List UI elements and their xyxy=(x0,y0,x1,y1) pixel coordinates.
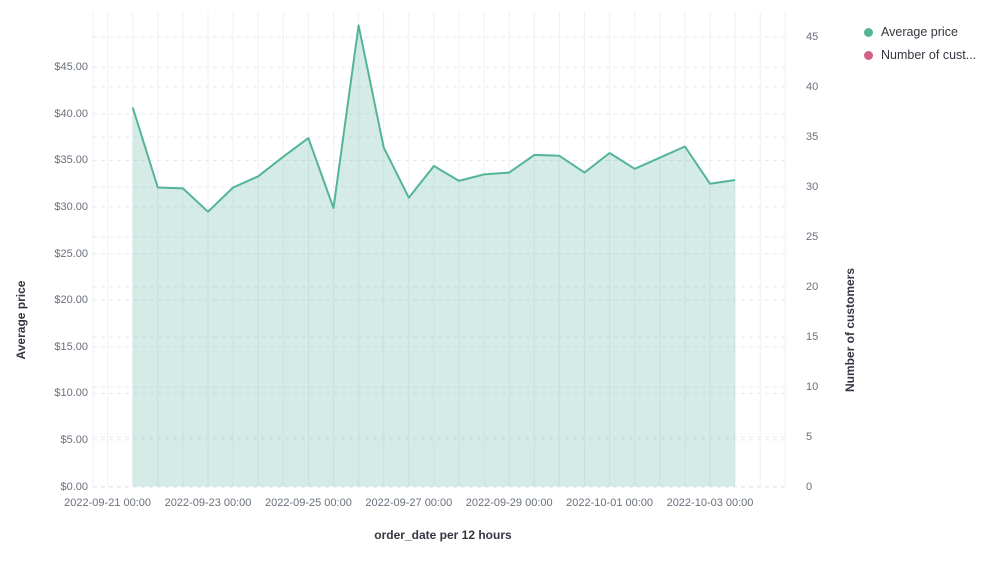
y-left-tick-label: $40.00 xyxy=(54,107,88,120)
x-tick-label: 2022-09-23 00:00 xyxy=(164,497,252,509)
y-left-tick-label: $0.00 xyxy=(60,480,88,493)
y-right-tick-label: 35 xyxy=(806,131,819,143)
y-axis-right-title: Number of customers xyxy=(843,267,857,393)
y-axis-left-title: Average price xyxy=(14,280,28,360)
y-right-tick-label: 20 xyxy=(806,281,819,293)
x-tick-label: 2022-09-21 00:00 xyxy=(64,497,152,509)
y-right-tick-label: 45 xyxy=(806,31,819,43)
y-right-tick-label: 10 xyxy=(806,381,819,393)
y-right-tick-label: 5 xyxy=(806,431,813,443)
legend-item-number-of-customers[interactable]: Number of cust... xyxy=(864,47,976,63)
legend-item-label: Number of cust... xyxy=(881,48,977,62)
gridlines xyxy=(92,12,786,488)
x-tick-label: 2022-09-25 00:00 xyxy=(264,497,352,509)
y-right-tick-label: 25 xyxy=(806,231,819,243)
x-tick-label: 2022-09-29 00:00 xyxy=(465,497,553,509)
y-left-tick-label: $30.00 xyxy=(54,201,88,214)
legend-item-average-price[interactable]: Average price xyxy=(864,24,976,40)
x-tick-label: 2022-09-27 00:00 xyxy=(365,497,453,509)
x-axis-title: order_date per 12 hours xyxy=(374,528,512,542)
series-color-dot-icon xyxy=(864,50,873,60)
y-right-tick-label: 15 xyxy=(806,331,819,343)
y-left-tick-label: $5.00 xyxy=(60,433,88,446)
legend: Average price Number of cust... xyxy=(864,24,976,63)
y-left-tick-label: $35.00 xyxy=(54,154,88,167)
series-color-dot-icon xyxy=(864,27,873,37)
average-price-area xyxy=(132,25,736,487)
y-left-tick-label: $45.00 xyxy=(54,61,88,74)
x-tick-label: 2022-10-01 00:00 xyxy=(566,497,654,509)
y-right-tick-label: 40 xyxy=(806,81,819,93)
y-left-tick-label: $20.00 xyxy=(54,294,88,307)
average-price-line xyxy=(131,24,736,213)
y-left-tick-label: $10.00 xyxy=(54,387,88,400)
y-right-tick-label: 0 xyxy=(806,481,813,493)
y-right-tick-label: 30 xyxy=(806,181,819,193)
y-left-tick-label: $25.00 xyxy=(54,247,88,260)
x-tick-label: 2022-10-03 00:00 xyxy=(666,497,754,509)
legend-item-label: Average price xyxy=(881,25,958,39)
y-left-tick-label: $15.00 xyxy=(54,340,88,353)
